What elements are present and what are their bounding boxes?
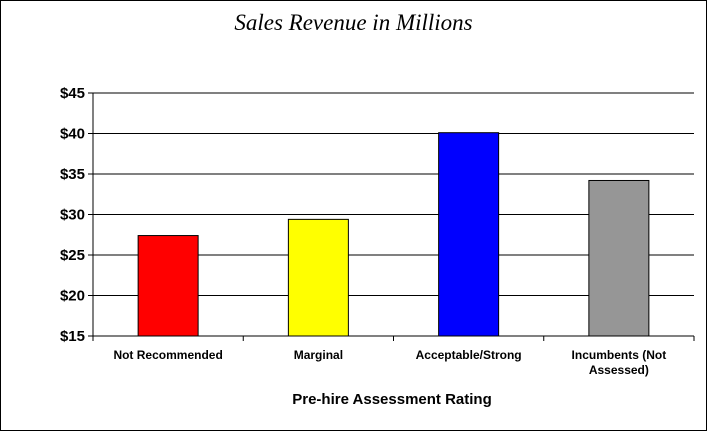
x-tick-label: Not Recommended (113, 348, 222, 362)
y-tick-labels: $15 $20 $25 $30 $35 $40 $45 (60, 85, 85, 345)
axes (88, 92, 695, 341)
chart-title: Sales Revenue in Millions (234, 10, 473, 35)
y-tick-label: $25 (60, 247, 85, 264)
y-tick-label: $45 (60, 85, 85, 102)
bar (287, 218, 349, 337)
x-tick-labels: Not Recommended Marginal Acceptable/Strong… (113, 348, 666, 377)
y-tick-label: $40 (60, 126, 85, 143)
bar (137, 235, 199, 337)
bars (137, 132, 650, 337)
y-tick-label: $30 (60, 207, 85, 224)
x-tick-label: Acceptable/Strong (416, 348, 522, 362)
y-tick-label: $15 (60, 328, 85, 345)
x-axis-label: Pre-hire Assessment Rating (292, 391, 492, 408)
x-tick-label: Marginal (294, 348, 343, 362)
y-tick-label: $20 (60, 288, 85, 305)
bar (588, 179, 650, 337)
bar (438, 132, 500, 337)
x-tick-label: Incumbents (Not (572, 348, 667, 362)
x-tick-label: Assessed) (589, 363, 649, 377)
y-tick-label: $35 (60, 166, 85, 183)
